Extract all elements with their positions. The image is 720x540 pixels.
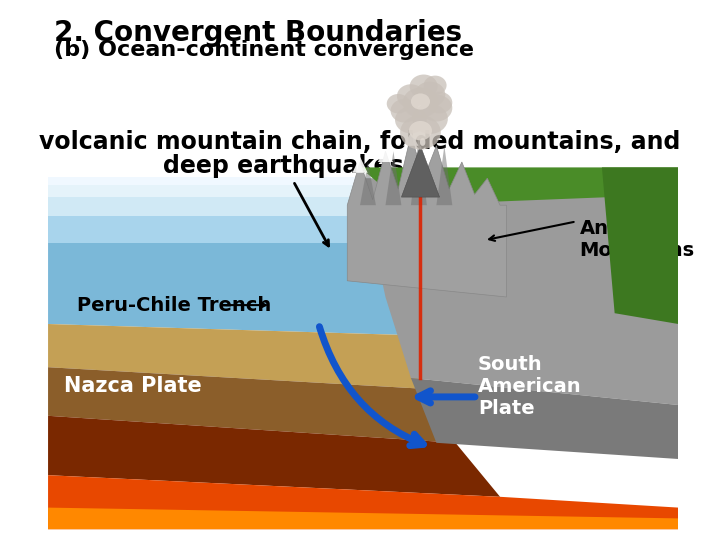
Polygon shape — [48, 243, 423, 335]
Circle shape — [410, 75, 438, 98]
Polygon shape — [436, 146, 452, 205]
Text: Nazca Plate: Nazca Plate — [64, 376, 202, 396]
Polygon shape — [352, 157, 368, 173]
Polygon shape — [48, 177, 411, 185]
Text: Peru-Chile Trench: Peru-Chile Trench — [77, 295, 271, 315]
Polygon shape — [360, 178, 678, 405]
Polygon shape — [48, 197, 423, 216]
Circle shape — [411, 93, 430, 110]
Polygon shape — [401, 146, 440, 197]
Polygon shape — [347, 135, 506, 297]
Text: (b) Ocean-continent convergence: (b) Ocean-continent convergence — [55, 40, 474, 60]
Polygon shape — [411, 378, 678, 459]
Polygon shape — [403, 132, 418, 146]
Polygon shape — [48, 416, 500, 497]
Polygon shape — [48, 367, 456, 443]
Circle shape — [400, 115, 441, 150]
Polygon shape — [378, 148, 393, 162]
Text: South
American
Plate: South American Plate — [478, 355, 582, 417]
Polygon shape — [48, 216, 423, 243]
Circle shape — [415, 82, 445, 107]
Polygon shape — [48, 475, 678, 529]
Circle shape — [427, 92, 452, 113]
Polygon shape — [411, 135, 427, 205]
Text: 2. Convergent Boundaries: 2. Convergent Boundaries — [55, 19, 462, 47]
Circle shape — [413, 104, 448, 134]
Circle shape — [397, 84, 425, 108]
Polygon shape — [602, 167, 678, 324]
Circle shape — [423, 76, 446, 95]
Polygon shape — [48, 508, 678, 529]
Circle shape — [409, 121, 432, 140]
Circle shape — [420, 94, 452, 122]
Circle shape — [387, 94, 410, 113]
Polygon shape — [360, 162, 376, 205]
Circle shape — [402, 87, 438, 118]
Text: deep earthquakes: deep earthquakes — [163, 154, 404, 178]
Text: volcanic mountain chain, folded mountains, and: volcanic mountain chain, folded mountain… — [40, 130, 680, 153]
Polygon shape — [48, 324, 423, 389]
Circle shape — [395, 106, 427, 133]
Polygon shape — [48, 185, 418, 197]
Circle shape — [390, 99, 418, 123]
Text: Andes
Mountains: Andes Mountains — [580, 219, 695, 260]
Polygon shape — [360, 167, 678, 205]
Polygon shape — [385, 151, 401, 205]
